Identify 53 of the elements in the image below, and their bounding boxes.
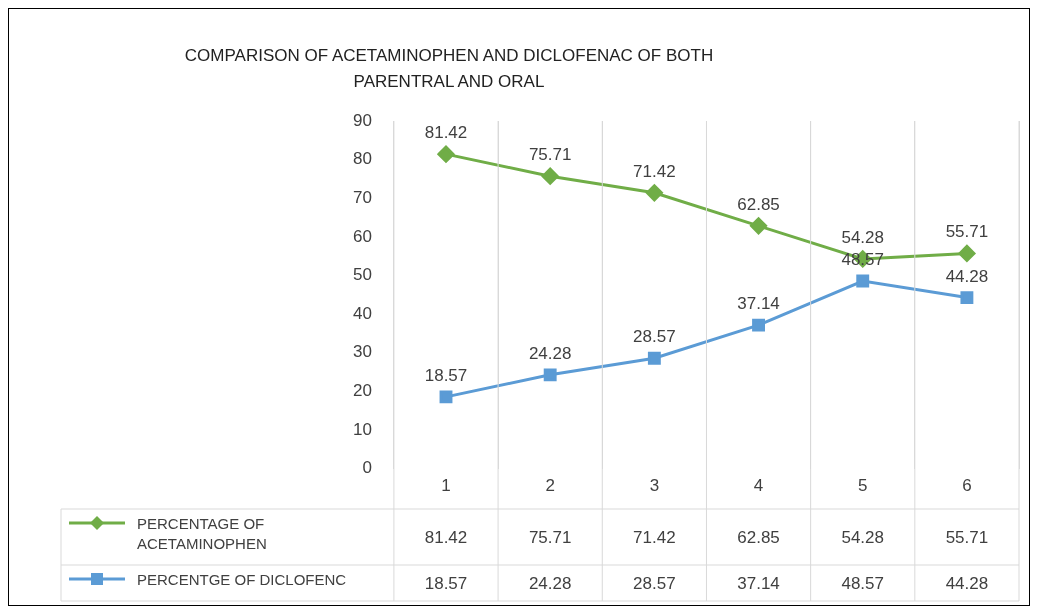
y-tick-label: 50 bbox=[352, 265, 372, 285]
x-tick-label: 3 bbox=[649, 476, 660, 496]
data-label: 62.85 bbox=[737, 528, 780, 547]
annotation: 54.28 bbox=[841, 227, 884, 247]
data-label: 54.28 bbox=[841, 528, 884, 547]
y-tick-label: 0 bbox=[362, 458, 372, 478]
annotation: 75.71 bbox=[528, 145, 572, 165]
y-tick-label: 30 bbox=[352, 342, 372, 362]
data-label: 24.28 bbox=[528, 574, 572, 593]
x-tick-label: 1 bbox=[441, 476, 451, 496]
annotation: 28.57 bbox=[633, 327, 676, 347]
annotation: 71.42 bbox=[633, 161, 676, 181]
x-tick-label: 4 bbox=[753, 476, 764, 496]
data-label: 55.71 bbox=[945, 528, 989, 547]
y-tick-label: 80 bbox=[352, 149, 372, 169]
point bbox=[645, 184, 663, 202]
point bbox=[439, 390, 453, 404]
y-tick-label: 20 bbox=[352, 381, 372, 401]
y-tick-label: 10 bbox=[352, 419, 372, 439]
chart-title: COMPARISON OF ACETAMINOPHEN AND DICLOFENAC OF BOTH PARENTRAL AND ORAL bbox=[183, 45, 715, 93]
annotation: 37.14 bbox=[737, 294, 780, 314]
x-tick-label: 2 bbox=[545, 476, 555, 496]
data-label: 44.28 bbox=[945, 574, 989, 593]
point bbox=[647, 351, 661, 365]
data-label: 71.42 bbox=[633, 528, 676, 547]
point bbox=[960, 291, 974, 305]
y-tick-label: 60 bbox=[352, 226, 372, 246]
annotation: 18.57 bbox=[424, 365, 468, 385]
point bbox=[856, 274, 870, 288]
annotation: 44.28 bbox=[945, 266, 989, 286]
annotation: 81.42 bbox=[424, 123, 468, 143]
annotation: 55.71 bbox=[945, 222, 989, 242]
y-tick-label: 40 bbox=[352, 303, 372, 323]
point bbox=[750, 217, 768, 235]
point bbox=[437, 145, 455, 163]
y-tick-label: 90 bbox=[352, 110, 372, 130]
data-label: 48.57 bbox=[841, 574, 884, 593]
data-label: 81.42 bbox=[424, 528, 468, 547]
annotation: 24.28 bbox=[528, 343, 572, 363]
x-tick-label: 5 bbox=[857, 476, 868, 496]
point bbox=[541, 167, 559, 185]
point bbox=[958, 244, 976, 262]
point bbox=[752, 318, 765, 332]
legend-label: PERCENTAGE OF ACETAMINOPHEN bbox=[137, 515, 267, 552]
data-label: 18.57 bbox=[424, 574, 468, 593]
x-tick-label: 6 bbox=[962, 476, 972, 496]
data-label: 37.14 bbox=[737, 574, 780, 593]
data-label: 28.57 bbox=[633, 574, 676, 593]
legend-label: PERCENTGE OF DICLOFENC bbox=[137, 571, 347, 588]
data-label: 75.71 bbox=[528, 528, 572, 547]
point bbox=[543, 368, 557, 382]
y-tick-label: 70 bbox=[352, 187, 372, 207]
annotation: 62.85 bbox=[737, 194, 780, 214]
